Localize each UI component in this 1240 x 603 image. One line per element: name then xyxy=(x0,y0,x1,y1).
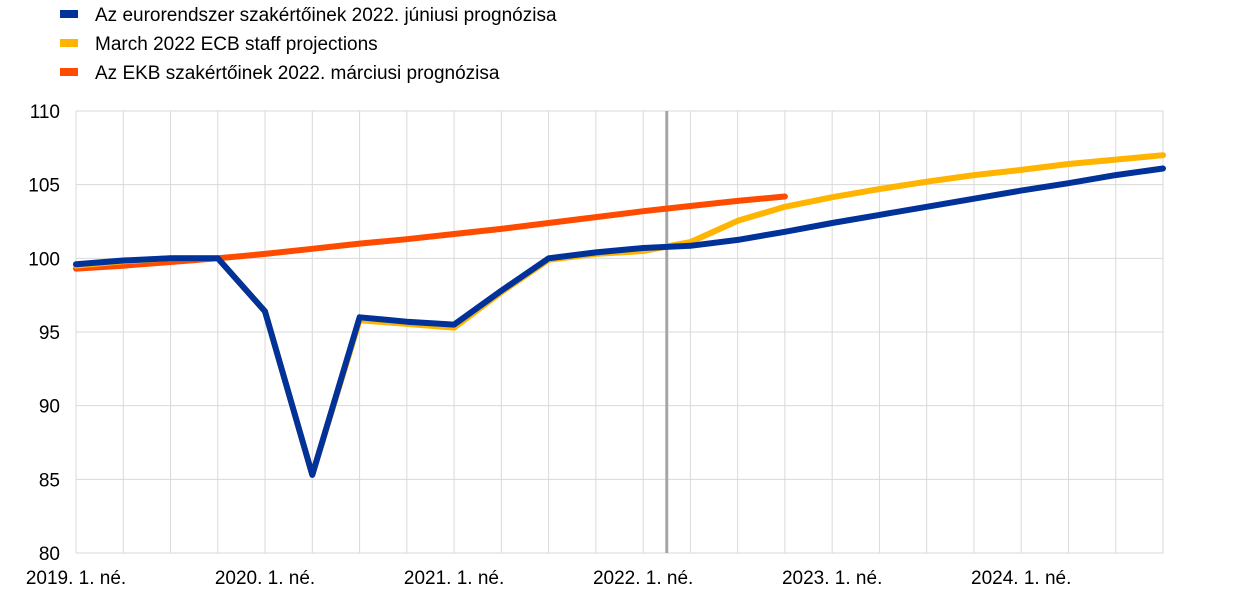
x-tick-label: 2022. 1. né. xyxy=(593,568,693,589)
y-tick-label: 85 xyxy=(39,470,60,491)
legend-swatch xyxy=(60,39,78,47)
x-tick-label: 2021. 1. né. xyxy=(404,568,504,589)
legend-label: March 2022 ECB staff projections xyxy=(95,34,378,55)
grid xyxy=(75,110,1164,554)
legend-label: Az eurorendszer szakértőinek 2022. júniu… xyxy=(95,5,557,26)
series-line xyxy=(73,165,1166,478)
y-tick-label: 100 xyxy=(28,249,60,270)
series-line xyxy=(73,152,1166,478)
legend: Az eurorendszer szakértőinek 2022. júniu… xyxy=(60,5,557,84)
x-tick-label: 2020. 1. né. xyxy=(215,568,315,589)
legend-swatch xyxy=(60,10,78,18)
x-tick-label: 2024. 1. né. xyxy=(971,568,1071,589)
legend-swatch xyxy=(60,68,78,76)
axes: 80 85 90 95 100 105 110 2019. 1. né. 2020. 1. né… xyxy=(26,102,1163,589)
x-tick-label: 2019. 1. né. xyxy=(26,568,126,589)
y-tick-label: 95 xyxy=(39,323,60,344)
y-tick-label: 110 xyxy=(30,102,60,123)
y-tick-label: 105 xyxy=(28,176,60,197)
series-lines xyxy=(73,152,1166,478)
y-tick-label: 90 xyxy=(39,397,60,418)
x-tick-label: 2023. 1. né. xyxy=(782,568,882,589)
legend-label: Az EKB szakértőinek 2022. márciusi progn… xyxy=(95,63,500,84)
y-tick-label: 80 xyxy=(39,544,60,565)
